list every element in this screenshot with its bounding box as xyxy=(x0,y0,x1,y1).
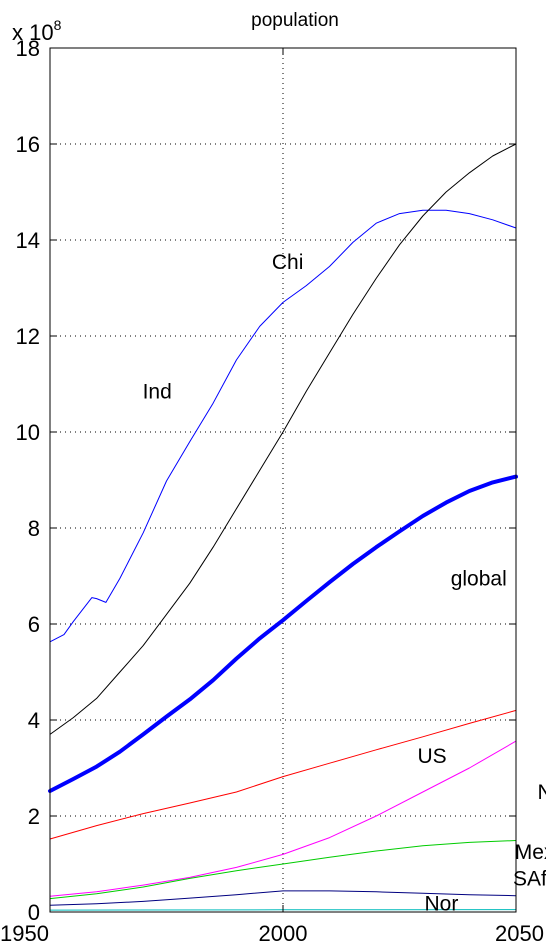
series-line-global xyxy=(48,474,518,793)
y-tick-label: 2 xyxy=(28,804,40,829)
y-tick-label: 6 xyxy=(28,612,40,637)
series-annotation-chi: Chi xyxy=(272,251,304,274)
x-tick-label: 2050 xyxy=(495,921,544,946)
series-annotation-us: US xyxy=(418,745,447,768)
grid-lines xyxy=(49,47,517,913)
series-line-nig xyxy=(49,740,517,897)
series-annotation-mex: Mex xyxy=(515,841,546,864)
y-multiplier-label: x 108 xyxy=(12,17,62,45)
series-line-mex xyxy=(49,840,517,900)
y-tick-label: 18 xyxy=(16,36,40,61)
y-tick-label: 12 xyxy=(16,324,40,349)
y-tick-label: 0 xyxy=(28,900,40,925)
x-tick-label: 1950 xyxy=(0,921,49,946)
series-annotation-saf: SAf xyxy=(513,868,546,891)
y-tick-label: 4 xyxy=(28,708,40,733)
series-annotation-nig: Nig xyxy=(538,781,546,804)
series-annotation-ind: Ind xyxy=(143,380,172,403)
series-line-us xyxy=(49,709,517,840)
y-tick-label: 8 xyxy=(28,516,40,541)
y-tick-label: 16 xyxy=(16,132,40,157)
series-line-chi xyxy=(49,209,517,643)
series-annotation-global: global xyxy=(451,568,507,591)
axis-ticks: 0 2 4 6 8 10 12 14 16 18 1950 2000 2050 xyxy=(0,36,544,946)
data-series-group xyxy=(48,143,518,911)
y-multiplier-exponent: 8 xyxy=(54,17,62,33)
x-tick-label: 2000 xyxy=(259,921,308,946)
plot-frame xyxy=(49,47,517,913)
y-tick-label: 10 xyxy=(16,420,40,445)
series-annotation-nor: Nor xyxy=(425,893,459,916)
chart-title: population xyxy=(251,10,339,31)
y-multiplier-text: x 10 xyxy=(12,20,54,45)
y-tick-label: 14 xyxy=(16,228,40,253)
series-line-saf xyxy=(49,890,517,906)
series-line-ind xyxy=(49,143,517,735)
